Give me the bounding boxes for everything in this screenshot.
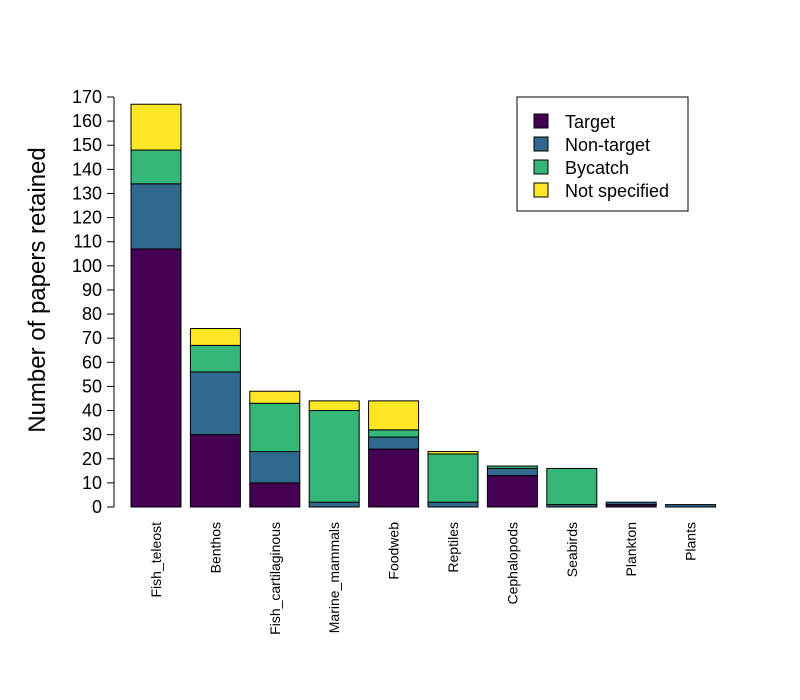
legend-swatch bbox=[533, 182, 549, 198]
y-tick-label: 140 bbox=[72, 159, 102, 179]
bar-segment-bycatch bbox=[427, 453, 479, 503]
bar-segment-bycatch bbox=[546, 467, 598, 506]
y-axis-title: Number of papers retained bbox=[24, 147, 51, 433]
legend-label: Non-target bbox=[565, 135, 650, 155]
bar-segment-non-target bbox=[605, 501, 657, 506]
legend-swatch bbox=[533, 136, 549, 152]
y-tick-label: 100 bbox=[72, 256, 102, 276]
x-category-label: Reptiles bbox=[445, 522, 461, 573]
x-category-label: Fish_teleost bbox=[148, 522, 164, 598]
x-axis-labels: Fish_teleost Benthos Fish_cartilaginous Mar… bbox=[148, 522, 699, 635]
bar-segment-not-specified bbox=[189, 328, 241, 346]
y-tick-label: 10 bbox=[82, 473, 102, 493]
legend-swatch bbox=[533, 113, 549, 129]
bar-segment-target bbox=[189, 434, 241, 508]
y-tick-label: 120 bbox=[72, 208, 102, 228]
y-tick-label: 0 bbox=[92, 497, 102, 517]
bar-segment-non-target bbox=[486, 467, 538, 477]
x-category-label: Plankton bbox=[623, 522, 639, 576]
bar-segment-non-target bbox=[249, 451, 301, 484]
bar-segment-bycatch bbox=[486, 465, 538, 469]
bar-segment-target bbox=[368, 448, 420, 508]
bar-segment-bycatch bbox=[189, 344, 241, 373]
bar-segment-target bbox=[130, 248, 182, 508]
bar-segment-not-specified bbox=[427, 451, 479, 455]
bar-segment-non-target bbox=[308, 501, 360, 508]
bar-segment-not-specified bbox=[249, 390, 301, 404]
legend-label: Bycatch bbox=[565, 158, 629, 178]
bar-segment-non-target bbox=[130, 183, 182, 250]
x-category-label: Plants bbox=[683, 522, 699, 561]
y-axis: 0 10 20 30 40 50 60 70 80 90 100 110 120 130 140 150 160… bbox=[72, 87, 115, 517]
legend: Target Non-target Bycatch Not specified bbox=[516, 96, 689, 212]
legend-label: Not specified bbox=[565, 181, 669, 201]
bar-segment-non-target bbox=[665, 504, 717, 508]
bar-segment-non-target bbox=[368, 436, 420, 450]
bar-segment-bycatch bbox=[308, 410, 360, 503]
bar-segment-not-specified bbox=[368, 400, 420, 431]
y-tick-label: 20 bbox=[82, 449, 102, 469]
y-tick-label: 80 bbox=[82, 304, 102, 324]
y-tick-label: 110 bbox=[73, 232, 102, 252]
x-category-label: Marine_mammals bbox=[326, 522, 342, 633]
x-category-label: Foodweb bbox=[386, 522, 402, 580]
x-category-label: Cephalopods bbox=[504, 522, 520, 605]
bar-segment-not-specified bbox=[308, 400, 360, 412]
bars bbox=[130, 103, 717, 508]
y-tick-label: 160 bbox=[72, 111, 102, 131]
bar-segment-target bbox=[486, 475, 538, 508]
bar-segment-non-target bbox=[189, 371, 241, 436]
bar-segment-bycatch bbox=[249, 402, 301, 453]
x-category-label: Fish_cartilaginous bbox=[267, 522, 283, 635]
y-tick-label: 70 bbox=[82, 328, 102, 348]
y-tick-label: 30 bbox=[82, 425, 102, 445]
y-tick-label: 40 bbox=[82, 401, 102, 421]
y-tick-label: 90 bbox=[82, 280, 102, 300]
legend-label: Target bbox=[565, 112, 615, 132]
legend-swatch bbox=[533, 159, 549, 175]
bar-segment-bycatch bbox=[130, 149, 182, 185]
x-category-label: Seabirds bbox=[564, 522, 580, 577]
bar-segment-non-target bbox=[427, 501, 479, 508]
y-tick-label: 150 bbox=[72, 135, 102, 155]
y-tick-label: 60 bbox=[82, 352, 102, 372]
y-tick-label: 130 bbox=[72, 183, 102, 203]
y-tick-label: 50 bbox=[82, 376, 102, 396]
bar-segment-not-specified bbox=[130, 103, 182, 151]
bar-segment-target bbox=[249, 482, 301, 508]
bar-segment-bycatch bbox=[368, 429, 420, 438]
y-tick-label: 170 bbox=[72, 87, 102, 107]
x-category-label: Benthos bbox=[207, 522, 223, 573]
